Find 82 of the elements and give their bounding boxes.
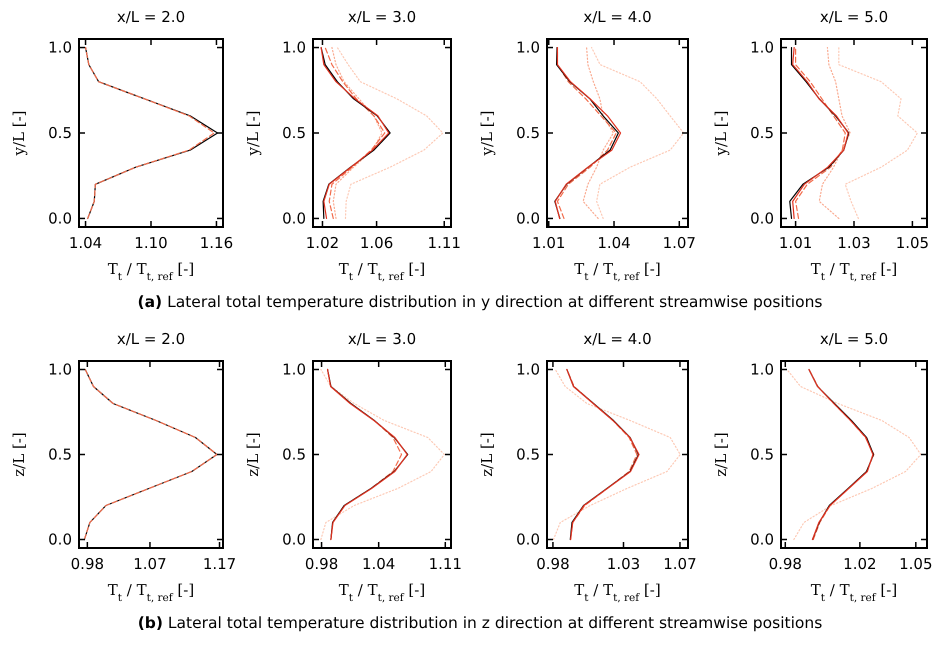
x-tick-label: 1.01 [778, 234, 812, 252]
y-tick-label: 0.0 [48, 530, 72, 548]
y-tick-label: 0.5 [750, 446, 774, 464]
chart-title: x/L = 2.0 [116, 8, 186, 26]
y-axis-title: z/L [-] [478, 432, 496, 477]
line-series [582, 46, 614, 220]
x-tick-label: 1.02 [306, 234, 340, 252]
y-tick-label: 0.0 [48, 209, 72, 228]
y-tick-label: 1.0 [48, 38, 72, 57]
x-tick-label: 1.04 [362, 555, 396, 573]
y-axis-title: y/L [-] [478, 110, 496, 157]
y-tick-label: 0.5 [516, 446, 540, 464]
x-axis-title: T$_{t}$ / T$_{t, ref}$ [-] [338, 581, 426, 604]
y-axis-title: y/L [-] [712, 110, 730, 157]
y-tick-label: 1.0 [750, 360, 774, 378]
x-tick-label: 1.04 [597, 234, 631, 252]
x-tick-label: 1.11 [428, 555, 462, 573]
text: (a) Lateral total temperature distribution in y direction at different streamwise positions [138, 293, 822, 311]
x-axis-title: T$_{t}$ / T$_{t, ref}$ [-] [574, 581, 661, 604]
chart-title: x/L = 5.0 [820, 330, 888, 348]
chart-title: x/L = 3.0 [348, 330, 416, 348]
line-series [591, 46, 684, 220]
chart-title: x/L = 3.0 [348, 8, 416, 26]
y-tick-label: 1.0 [516, 38, 540, 57]
y-tick-label: 0.0 [516, 530, 540, 548]
x-tick-label: 1.03 [837, 234, 871, 252]
y-axis-title: y/L [-] [244, 110, 262, 157]
x-axis-title: T$_{t}$ / T$_{t, ref}$ [-] [108, 260, 194, 283]
y-tick-label: 0.5 [48, 124, 72, 142]
chart-title: x/L = 4.0 [583, 8, 652, 26]
line-series [786, 368, 922, 540]
x-axis-title: T$_{t}$ / T$_{t, ref}$ [-] [810, 260, 898, 283]
y-tick-label: 0.0 [750, 530, 774, 548]
y-tick-label: 0.5 [282, 124, 306, 142]
x-axis-title: T$_{t}$ / T$_{t, ref}$ [-] [574, 260, 661, 283]
y-tick-label: 1.0 [750, 38, 774, 57]
x-tick-label: 1.01 [532, 234, 566, 252]
chart-title: x/L = 2.0 [116, 330, 186, 348]
y-tick-label: 0.5 [282, 446, 306, 464]
y-tick-label: 0.5 [750, 124, 774, 142]
y-tick-label: 0.0 [282, 530, 306, 548]
chart-title: x/L = 5.0 [820, 8, 888, 26]
chart-title: x/L = 4.0 [583, 330, 652, 348]
x-tick-label: 0.98 [70, 555, 104, 573]
text: (b) Lateral total temperature distribution in z direction at different streamwise positions [138, 614, 822, 632]
y-tick-label: 1.0 [282, 38, 306, 57]
line-series [336, 46, 444, 220]
x-axis-title: T$_{t}$ / T$_{t, ref}$ [-] [810, 581, 898, 604]
y-axis-title: z/L [-] [10, 432, 28, 477]
y-tick-label: 0.5 [48, 446, 72, 464]
x-tick-label: 0.98 [536, 555, 570, 573]
x-axis-title: T$_{t}$ / T$_{t, ref}$ [-] [108, 581, 194, 604]
y-tick-label: 0.0 [750, 209, 774, 228]
x-tick-label: 0.98 [768, 555, 802, 573]
y-tick-label: 0.0 [282, 209, 306, 228]
y-axis-title: y/L [-] [10, 110, 28, 157]
x-tick-label: 1.07 [662, 234, 696, 252]
x-tick-label: 0.98 [304, 555, 338, 573]
y-tick-label: 1.0 [516, 360, 540, 378]
x-tick-label: 1.17 [202, 555, 236, 573]
x-tick-label: 1.03 [606, 555, 640, 573]
x-axis-title: T$_{t}$ / T$_{t, ref}$ [-] [338, 260, 426, 283]
y-axis-title: z/L [-] [244, 432, 262, 477]
line-series [818, 46, 851, 220]
x-tick-label: 1.06 [360, 234, 394, 252]
y-tick-label: 1.0 [282, 360, 306, 378]
x-tick-label: 1.05 [899, 555, 933, 573]
x-tick-label: 1.10 [134, 234, 168, 252]
x-tick-label: 1.05 [896, 234, 930, 252]
x-tick-label: 1.04 [68, 234, 102, 252]
y-tick-label: 0.5 [516, 124, 540, 142]
x-tick-label: 1.11 [428, 234, 461, 252]
x-tick-label: 1.02 [843, 555, 877, 573]
y-axis-title: z/L [-] [712, 432, 730, 477]
x-tick-label: 1.07 [133, 555, 167, 573]
line-series [552, 368, 681, 540]
y-tick-label: 0.0 [516, 209, 540, 228]
x-tick-label: 1.16 [200, 234, 234, 252]
line-series [320, 368, 445, 540]
y-tick-label: 1.0 [48, 360, 72, 378]
line-series [838, 46, 918, 220]
x-tick-label: 1.07 [663, 555, 697, 573]
